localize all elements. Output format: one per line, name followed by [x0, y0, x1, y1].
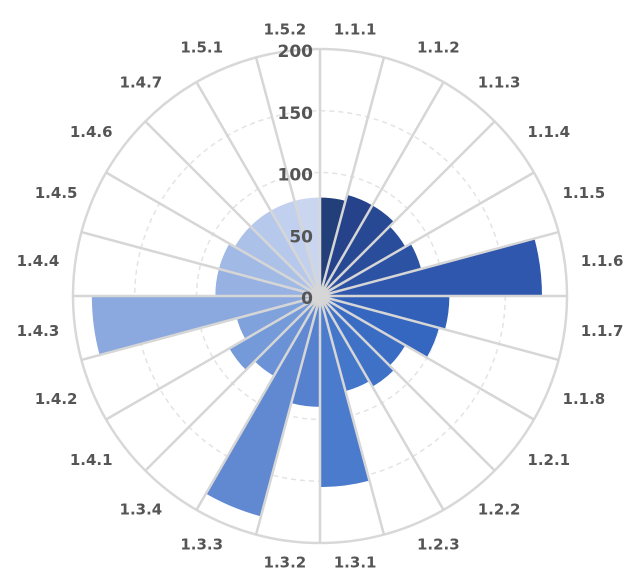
- spoke-21: [144, 120, 321, 297]
- category-labels: 1.1.1 1.1.2 1.1.3 1.1.4 1.1.5 1.1.6 1.1.7 1.1.8…: [17, 20, 624, 571]
- category-label-1.4.4: 1.4.4: [17, 252, 60, 270]
- spoke-1: [318, 57, 386, 297]
- r-tick-100: 100: [278, 166, 314, 186]
- category-label-1.2.1: 1.2.1: [527, 451, 570, 469]
- spoke-23: [254, 57, 322, 297]
- spoke-4: [319, 171, 535, 298]
- spokes: [73, 49, 567, 543]
- r-tick-200: 200: [278, 42, 314, 62]
- spoke-5: [319, 230, 559, 298]
- category-label-1.1.6: 1.1.6: [581, 252, 624, 270]
- category-label-1.3.4: 1.3.4: [120, 500, 163, 518]
- category-label-1.1.3: 1.1.3: [478, 74, 521, 92]
- category-label-1.1.4: 1.1.4: [527, 123, 570, 141]
- category-label-1.5.1: 1.5.1: [180, 38, 223, 56]
- r-tick-50: 50: [289, 227, 313, 247]
- category-label-1.5.2: 1.5.2: [264, 20, 307, 38]
- category-label-1.4.1: 1.4.1: [70, 451, 113, 469]
- spoke-10: [318, 295, 445, 511]
- spoke-3: [319, 120, 496, 297]
- category-label-1.4.3: 1.4.3: [17, 322, 60, 340]
- spoke-7: [319, 294, 559, 362]
- category-label-1.1.8: 1.1.8: [563, 390, 606, 408]
- radial-tick-labels: 0 50 100 150 200: [278, 42, 314, 309]
- category-label-1.1.7: 1.1.7: [581, 322, 624, 340]
- spoke-2: [318, 81, 445, 297]
- category-label-1.2.3: 1.2.3: [417, 536, 460, 554]
- spoke-13: [254, 295, 322, 535]
- r-tick-0: 0: [301, 289, 313, 309]
- category-label-1.4.7: 1.4.7: [120, 74, 163, 92]
- spoke-17: [81, 294, 321, 362]
- spoke-22: [195, 81, 322, 297]
- spoke-9: [319, 295, 496, 472]
- category-label-1.4.2: 1.4.2: [35, 390, 78, 408]
- spoke-16: [105, 294, 321, 421]
- category-label-1.1.1: 1.1.1: [334, 20, 377, 38]
- spoke-14: [195, 295, 322, 511]
- category-label-1.2.2: 1.2.2: [478, 500, 521, 518]
- category-label-1.3.1: 1.3.1: [334, 554, 377, 572]
- spoke-8: [319, 294, 535, 421]
- bars: [91, 194, 543, 518]
- spoke-11: [318, 295, 386, 535]
- category-label-1.3.3: 1.3.3: [180, 536, 223, 554]
- category-label-1.1.5: 1.1.5: [563, 184, 606, 202]
- spoke-20: [105, 171, 321, 298]
- spoke-15: [144, 295, 321, 472]
- spoke-19: [81, 230, 321, 298]
- r-tick-150: 150: [278, 104, 314, 124]
- category-label-1.4.6: 1.4.6: [70, 123, 113, 141]
- category-label-1.4.5: 1.4.5: [35, 184, 78, 202]
- category-label-1.1.2: 1.1.2: [417, 38, 460, 56]
- category-label-1.3.2: 1.3.2: [264, 554, 307, 572]
